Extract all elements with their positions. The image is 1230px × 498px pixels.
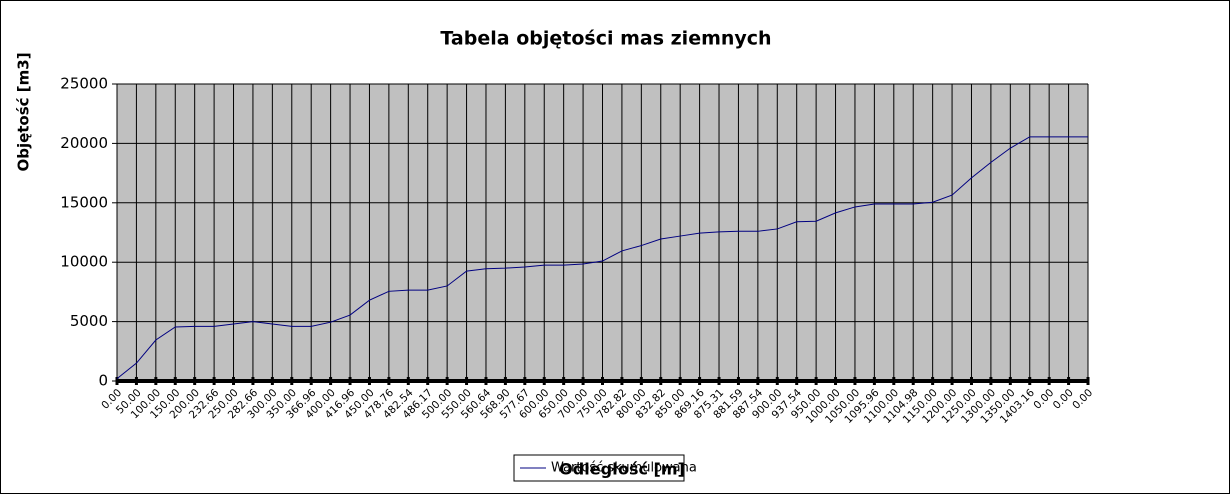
- legend-label: Wartość skumulowana: [551, 461, 697, 476]
- y-tick-label: 0: [98, 372, 108, 390]
- chart-title: Tabela objętości mas ziemnych: [440, 28, 771, 50]
- y-tick-label: 25000: [60, 75, 108, 93]
- y-axis-label: Objętość [m3]: [15, 52, 33, 171]
- line-series: [116, 136, 1088, 380]
- y-tick-label: 15000: [60, 193, 108, 211]
- x-axis-label: Odległość [m]: [559, 460, 685, 479]
- y-tick-label: 20000: [60, 134, 108, 152]
- y-tick-label: 5000: [70, 312, 108, 330]
- y-tick-label: 10000: [60, 253, 108, 271]
